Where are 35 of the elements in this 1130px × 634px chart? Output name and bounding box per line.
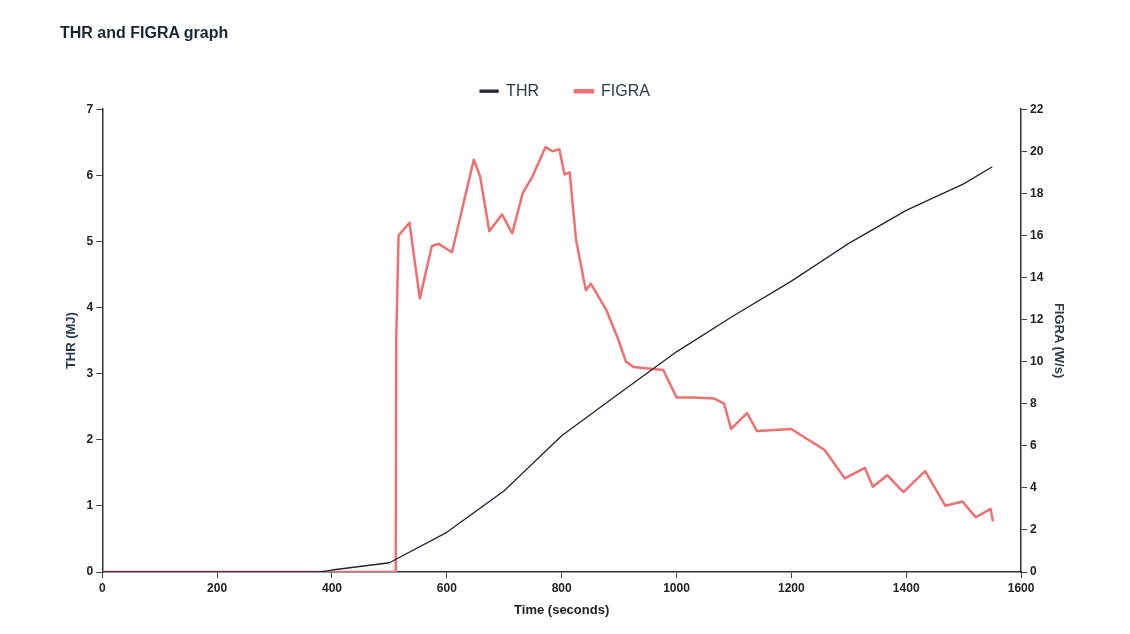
- x-tick-label: 1000: [663, 580, 691, 595]
- x-tick-label: 1600: [1007, 580, 1035, 595]
- x-axis-title: Time (seconds): [514, 601, 610, 617]
- y-tick-label: 2: [86, 432, 94, 447]
- chart-title: THR and FIGRA graph: [60, 24, 229, 42]
- y-tick-label: 0: [86, 564, 94, 579]
- y2-tick-label: 12: [1030, 311, 1044, 326]
- y2-tick-label: 20: [1030, 143, 1044, 158]
- legend-label: FIGRA: [601, 81, 651, 99]
- y2-tick-label: 16: [1030, 227, 1044, 242]
- y2-tick-label: 8: [1030, 396, 1038, 411]
- y2-tick-label: 0: [1030, 564, 1038, 579]
- y-tick-label: 4: [86, 299, 94, 314]
- y2-tick-label: 18: [1030, 185, 1044, 200]
- x-tick-label: 800: [551, 580, 572, 595]
- y-tick-label: 5: [86, 233, 94, 248]
- y-tick-label: 6: [86, 167, 94, 182]
- x-tick-label: 0: [98, 580, 106, 595]
- x-tick-label: 200: [207, 580, 228, 595]
- y2-axis-title: FIGRA (W/s): [1051, 302, 1067, 379]
- legend-label: THR: [506, 81, 539, 99]
- y-tick-label: 3: [86, 365, 94, 380]
- y2-tick-label: 22: [1030, 101, 1044, 116]
- y2-tick-label: 14: [1030, 269, 1044, 284]
- x-tick-label: 1400: [892, 580, 920, 595]
- y2-tick-label: 10: [1030, 353, 1044, 368]
- y-tick-label: 1: [86, 498, 94, 513]
- y2-tick-label: 2: [1030, 522, 1038, 537]
- y-axis-title: THR (MJ): [63, 312, 79, 370]
- y-tick-label: 7: [86, 101, 94, 116]
- y2-tick-label: 6: [1030, 438, 1038, 453]
- x-tick-label: 600: [436, 580, 458, 595]
- x-tick-label: 400: [321, 580, 343, 595]
- x-tick-label: 1200: [778, 580, 806, 595]
- y2-tick-label: 4: [1030, 480, 1038, 495]
